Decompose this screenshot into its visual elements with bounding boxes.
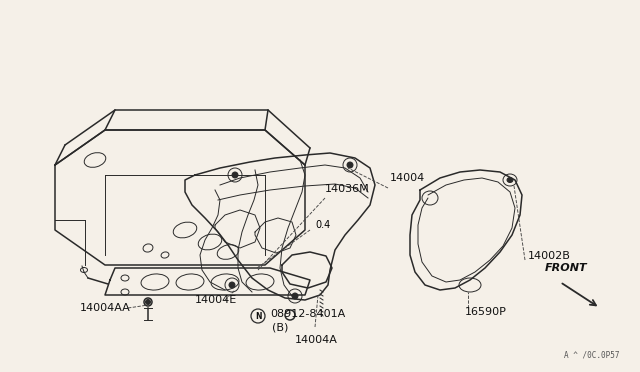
Text: FRONT: FRONT <box>545 263 588 273</box>
Ellipse shape <box>292 293 298 299</box>
Text: A ^ /0C.0P57: A ^ /0C.0P57 <box>564 351 620 360</box>
Ellipse shape <box>232 172 238 178</box>
Ellipse shape <box>145 299 150 305</box>
Text: (B): (B) <box>272 323 289 333</box>
Text: 14004E: 14004E <box>195 295 237 305</box>
Text: 14004: 14004 <box>390 173 425 183</box>
Ellipse shape <box>347 162 353 168</box>
Ellipse shape <box>507 177 513 183</box>
Text: 14036M: 14036M <box>325 184 370 194</box>
Text: 0.4: 0.4 <box>315 220 330 230</box>
Text: N: N <box>255 312 261 321</box>
Text: 16590P: 16590P <box>465 307 507 317</box>
Text: 14002B: 14002B <box>528 251 571 261</box>
Ellipse shape <box>229 282 235 288</box>
Text: 14004AA: 14004AA <box>80 303 131 313</box>
Text: 14004A: 14004A <box>295 335 338 345</box>
Text: 08912-8401A: 08912-8401A <box>270 309 345 319</box>
